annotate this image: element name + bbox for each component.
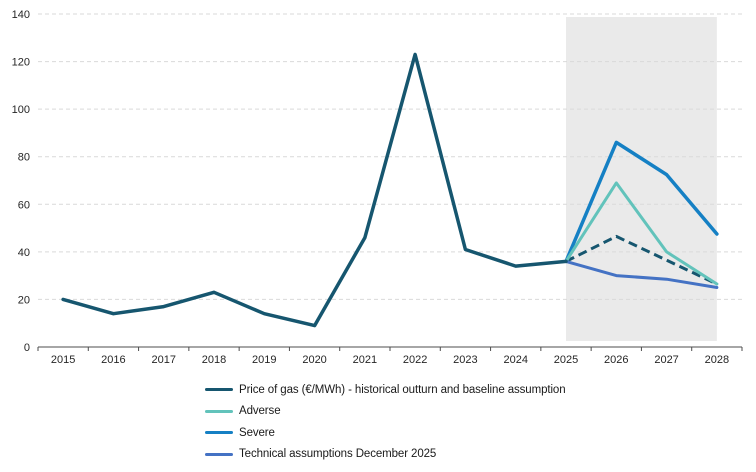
y-tick-label: 140 xyxy=(12,9,30,21)
x-tick-label: 2021 xyxy=(353,354,377,366)
x-tick-label: 2019 xyxy=(252,354,276,366)
legend-item-adverse: Adverse xyxy=(205,401,566,423)
chart-legend: Price of gas (€/MWh) - historical outtur… xyxy=(205,379,566,465)
y-tick-label: 40 xyxy=(18,247,30,259)
series-line-technical-assumptions xyxy=(564,259,719,289)
y-tick-label: 20 xyxy=(18,294,30,306)
x-tick-label: 2017 xyxy=(151,354,175,366)
y-tick-label: 80 xyxy=(18,152,30,164)
legend-item-technical-assumptions: Technical assumptions December 2025 xyxy=(205,444,566,466)
legend-label-severe: Severe xyxy=(239,426,275,439)
severe-line-swatch xyxy=(205,431,233,435)
x-tick-label: 2022 xyxy=(403,354,427,366)
y-tick-label: 60 xyxy=(18,199,30,211)
x-tick-label: 2016 xyxy=(101,354,125,366)
x-tick-label: 2025 xyxy=(554,354,578,366)
technical-assumptions-line-swatch xyxy=(205,452,233,456)
x-tick-label: 2028 xyxy=(705,354,729,366)
x-tick-label: 2027 xyxy=(654,354,678,366)
series-line-baseline-forecast xyxy=(565,234,718,286)
forecast-shaded-band xyxy=(566,17,717,341)
legend-label-adverse: Adverse xyxy=(239,405,281,418)
series-line-adverse-scenario xyxy=(564,181,719,286)
x-tick-label: 2023 xyxy=(453,354,477,366)
legend-item-baseline: Price of gas (€/MWh) - historical outtur… xyxy=(205,379,566,401)
x-tick-label: 2026 xyxy=(604,354,628,366)
x-tick-label: 2020 xyxy=(302,354,326,366)
series-line-baseline-historical xyxy=(61,52,568,328)
baseline-line-swatch xyxy=(205,388,233,392)
chart-canvas: 0 20 40 60 80 100 120 140 2015 2016 2017 2018 2019 20… xyxy=(12,9,743,366)
adverse-line-swatch xyxy=(205,409,233,413)
x-tick-label: 2018 xyxy=(202,354,226,366)
y-tick-label: 100 xyxy=(12,104,30,116)
x-tick-label: 2024 xyxy=(503,354,527,366)
series-line-severe-scenario xyxy=(564,140,719,264)
y-tick-label: 0 xyxy=(24,342,30,354)
legend-item-severe: Severe xyxy=(205,422,566,444)
y-tick-label: 120 xyxy=(12,57,30,69)
x-tick-label: 2015 xyxy=(51,354,75,366)
legend-label-technical-assumptions: Technical assumptions December 2025 xyxy=(239,448,437,461)
legend-label-baseline: Price of gas (€/MWh) - historical outtur… xyxy=(239,383,566,396)
